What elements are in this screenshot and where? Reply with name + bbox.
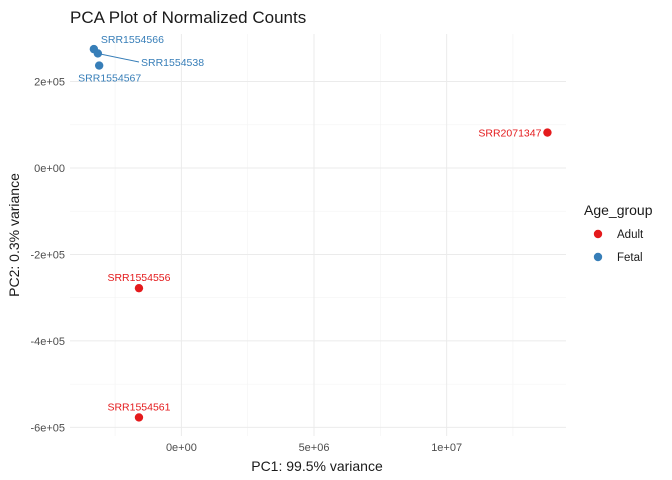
y-tick-label: 0e+00	[34, 163, 65, 175]
legend-title: Age_group	[584, 202, 653, 218]
y-tick-label: -6e+05	[30, 422, 65, 434]
point-label: SRR1554567	[78, 73, 141, 85]
x-tick-label: 0e+00	[166, 442, 197, 454]
data-point	[94, 61, 104, 70]
y-axis-title: PC2: 0.3% variance	[6, 173, 22, 297]
tick-labels: 0e+00 5e+06 1e+07 2e+05 0e+00 -2e+05 -4e+05 -6e…	[30, 77, 462, 454]
legend-key-adult	[593, 229, 603, 239]
point-label: SRR2071347	[478, 128, 541, 140]
grid	[70, 34, 566, 436]
label-leader-line	[97, 52, 140, 63]
x-tick-label: 5e+06	[299, 442, 330, 454]
point-label: SRR1554556	[107, 272, 170, 284]
x-tick-label: 1e+07	[431, 442, 462, 454]
data-point	[93, 49, 103, 58]
y-tick-label: -4e+05	[30, 336, 65, 348]
x-axis-title: PC1: 99.5% variance	[251, 458, 383, 474]
data-point	[134, 413, 144, 422]
y-tick-label: -2e+05	[30, 249, 65, 261]
legend-label-fetal: Fetal	[617, 252, 643, 264]
data-point	[134, 283, 144, 293]
legend: Age_group Adult Fetal	[584, 202, 653, 264]
point-label: SRR1554561	[107, 401, 170, 413]
y-tick-label: 2e+05	[34, 77, 65, 89]
legend-label-adult: Adult	[617, 229, 644, 241]
point-label: SRR1554538	[141, 57, 204, 69]
legend-key-fetal	[593, 252, 603, 262]
point-label: SRR1554566	[101, 34, 164, 46]
data-point	[543, 128, 552, 137]
chart-title: PCA Plot of Normalized Counts	[70, 8, 306, 27]
